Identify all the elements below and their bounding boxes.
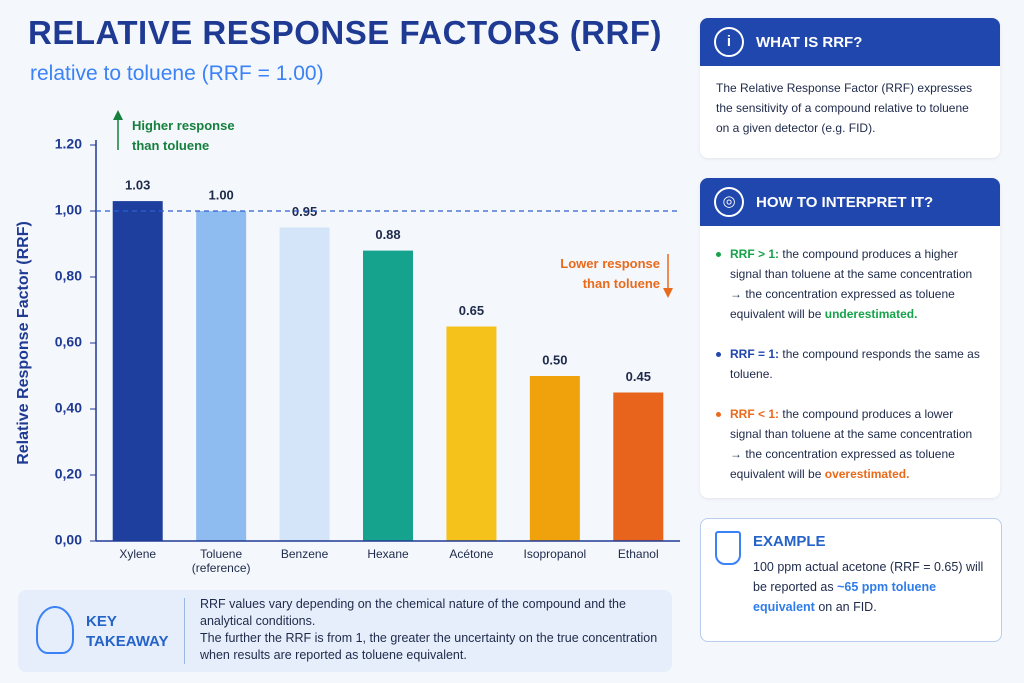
what-is-panel: i WHAT IS RRF? The Relative Response Fact… bbox=[700, 18, 1000, 158]
x-tick-label: Xylene bbox=[119, 547, 157, 561]
x-tick-label: Benzene bbox=[280, 547, 329, 561]
x-tick-label: Hexane bbox=[367, 547, 409, 561]
interpret-panel: ◎ HOW TO INTERPRET IT? RRF > 1: the compo… bbox=[700, 178, 1000, 498]
bar bbox=[363, 250, 413, 541]
takeaway-line: RRF values vary depending on the chemica… bbox=[200, 597, 626, 628]
y-tick-label: 0,40 bbox=[55, 400, 82, 416]
value-label: 1.00 bbox=[208, 187, 233, 202]
panel-title: HOW TO INTERPRET IT? bbox=[756, 193, 934, 211]
item-emphasis: overestimated. bbox=[824, 467, 910, 481]
panel-title: WHAT IS RRF? bbox=[756, 33, 863, 51]
item-label: RRF > 1: bbox=[730, 247, 780, 261]
title: RELATIVE RESPONSE FACTORS (RRF) bbox=[28, 14, 662, 51]
y-tick-label: 1.20 bbox=[55, 136, 82, 152]
y-tick-label: 0,00 bbox=[55, 532, 82, 548]
info-icon: i bbox=[714, 27, 744, 57]
example-panel: EXAMPLE 100 ppm actual acetone (RRF = 0.… bbox=[700, 518, 1002, 642]
y-tick-label: 1,00 bbox=[55, 202, 82, 218]
panel-header: i WHAT IS RRF? bbox=[700, 18, 1000, 66]
y-tick-label: 0,60 bbox=[55, 334, 82, 350]
key-takeaway: KEY TAKEAWAY RRF values vary depending o… bbox=[18, 590, 672, 672]
interpret-list: RRF > 1: the compound produces a higher … bbox=[700, 226, 1000, 498]
value-label: 0.65 bbox=[459, 303, 484, 318]
annotation-lower: Lower response than toluene bbox=[560, 256, 660, 291]
bar bbox=[446, 326, 497, 541]
y-axis-label: Relative Response Factor (RRF) bbox=[15, 221, 32, 465]
arrowhead bbox=[663, 288, 673, 298]
takeaway-text: RRF values vary depending on the chemica… bbox=[200, 596, 660, 664]
y-tick-label: 0,20 bbox=[55, 466, 82, 482]
item-text: the compound produces a higher signal th… bbox=[730, 247, 973, 321]
interpret-item: RRF = 1: the compound responds the same … bbox=[716, 344, 984, 384]
takeaway-title: KEY TAKEAWAY bbox=[86, 613, 169, 650]
value-label: 0.88 bbox=[375, 227, 400, 242]
bar bbox=[112, 201, 163, 541]
item-label: RRF = 1: bbox=[730, 347, 780, 361]
example-text: 100 ppm actual acetone (RRF = 0.65) will… bbox=[753, 557, 985, 617]
value-label: 1.03 bbox=[125, 178, 150, 193]
value-label: 0.45 bbox=[626, 369, 651, 384]
item-text: the compound responds the same as toluen… bbox=[730, 347, 980, 381]
divider bbox=[184, 598, 185, 664]
bulb-icon bbox=[36, 606, 74, 654]
bar bbox=[529, 376, 580, 541]
subtitle: relative to toluene (RRF = 1.00) bbox=[30, 62, 324, 85]
bar bbox=[196, 211, 247, 541]
arrowhead bbox=[113, 110, 123, 120]
bar bbox=[613, 392, 664, 541]
flask-icon bbox=[715, 531, 741, 565]
item-label: RRF < 1: bbox=[730, 407, 780, 421]
item-text: the compound produces a lower signal tha… bbox=[730, 407, 973, 481]
interpret-item: RRF < 1: the compound produces a lower s… bbox=[716, 404, 984, 484]
example-body: 100 ppm actual acetone (RRF = 0.65) will… bbox=[753, 560, 984, 594]
x-tick-label: Acétone bbox=[449, 547, 494, 561]
target-icon: ◎ bbox=[714, 187, 744, 217]
annotation-higher: Higher response than toluene bbox=[132, 118, 235, 153]
x-tick-label: Isopropanol bbox=[523, 547, 587, 561]
example-emphasis: ~65 ppm toluene equivalent bbox=[753, 580, 937, 614]
example-after: on an FID. bbox=[818, 600, 877, 614]
item-emphasis: underestimated. bbox=[824, 307, 918, 321]
y-tick-label: 0,80 bbox=[55, 268, 82, 284]
x-tick-label: Ethanol bbox=[617, 547, 659, 561]
value-label: 0.50 bbox=[542, 352, 567, 367]
x-tick-label: Toluene (reference) bbox=[191, 547, 251, 575]
panel-text: The Relative Response Factor (RRF) expre… bbox=[716, 81, 973, 135]
panel-header: ◎ HOW TO INTERPRET IT? bbox=[700, 178, 1000, 226]
takeaway-line: The further the RRF is from 1, the great… bbox=[200, 631, 658, 662]
bar bbox=[279, 227, 330, 541]
example-title: EXAMPLE bbox=[753, 533, 826, 550]
interpret-item: RRF > 1: the compound produces a higher … bbox=[716, 244, 984, 324]
